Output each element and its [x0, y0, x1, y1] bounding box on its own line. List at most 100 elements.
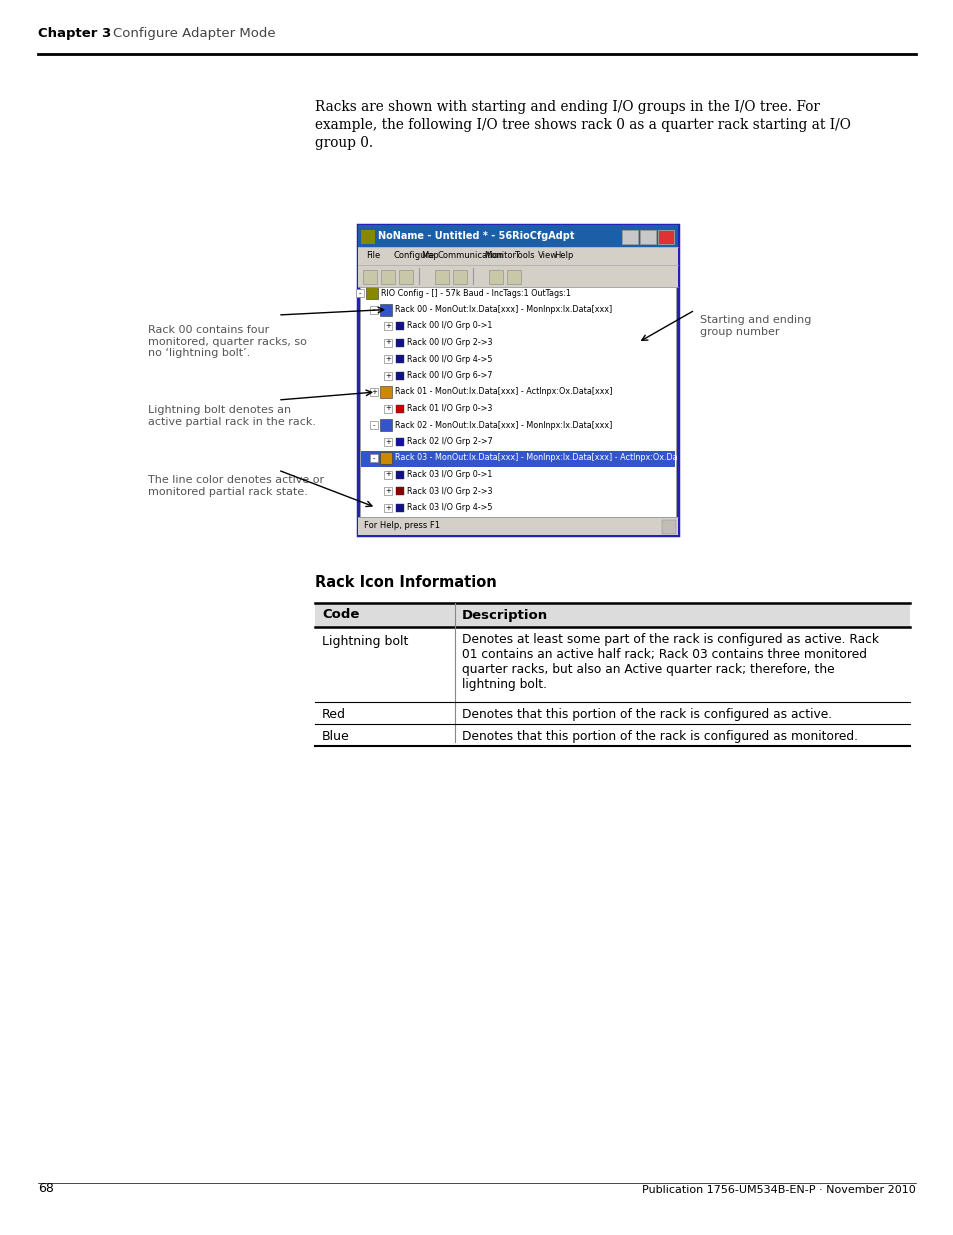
Text: Rack 03 I/O Grp 2->3: Rack 03 I/O Grp 2->3 [407, 487, 492, 495]
Text: Rack 02 I/O Grp 2->7: Rack 02 I/O Grp 2->7 [407, 437, 493, 446]
Text: Lightning bolt: Lightning bolt [322, 635, 408, 648]
Bar [658, 230, 673, 245]
Text: Help: Help [554, 252, 573, 261]
Text: Rack 00 contains four
monitored, quarter racks, so
no ‘lightning bolt’.: Rack 00 contains four monitored, quarter… [148, 325, 307, 358]
Text: +: + [385, 472, 391, 478]
Text: Chapter 3: Chapter 3 [38, 27, 112, 40]
Text: NoName - Untitled * - 56RioCfgAdpt: NoName - Untitled * - 56RioCfgAdpt [377, 231, 574, 241]
Bar [357, 517, 678, 535]
Text: Rack 00 I/O Grp 2->3: Rack 00 I/O Grp 2->3 [407, 338, 492, 347]
Text: -: - [373, 422, 375, 429]
Text: +: + [385, 405, 391, 411]
Text: +: + [385, 373, 391, 378]
Text: Denotes at least some part of the rack is configured as active. Rack
01 contains: Denotes at least some part of the rack i… [461, 634, 878, 692]
Bar [621, 230, 638, 245]
Text: Configure: Configure [394, 252, 435, 261]
Bar [398, 270, 413, 284]
Bar [370, 454, 377, 462]
Text: Blue: Blue [322, 730, 350, 743]
Text: Publication 1756-UM534B-EN-P · November 2010: Publication 1756-UM534B-EN-P · November … [641, 1186, 915, 1195]
Bar [395, 354, 403, 363]
Bar [384, 437, 392, 446]
Bar [395, 487, 403, 495]
Text: example, the following I/O tree shows rack 0 as a quarter rack starting at I/O: example, the following I/O tree shows ra… [314, 119, 850, 132]
Bar [384, 487, 392, 495]
Text: Red: Red [322, 708, 346, 721]
Text: group 0.: group 0. [314, 136, 373, 149]
Bar [639, 230, 656, 245]
Text: Denotes that this portion of the rack is configured as monitored.: Denotes that this portion of the rack is… [461, 730, 857, 743]
Bar [661, 520, 676, 534]
Text: The line color denotes active or
monitored partial rack state.: The line color denotes active or monitor… [148, 475, 324, 496]
Bar [370, 388, 377, 396]
Bar [314, 603, 909, 627]
Bar [380, 270, 395, 284]
Bar [370, 421, 377, 429]
Bar [395, 471, 403, 478]
Text: Starting and ending
group number: Starting and ending group number [700, 315, 810, 337]
Text: File: File [366, 252, 380, 261]
Bar [435, 270, 449, 284]
Text: Rack 02 - MonOut:Ix.Data[xxx] - MonInpx:Ix.Data[xxx]: Rack 02 - MonOut:Ix.Data[xxx] - MonInpx:… [395, 420, 612, 430]
Text: +: + [385, 356, 391, 362]
Bar [366, 287, 377, 299]
Bar [359, 287, 676, 517]
Bar [357, 247, 678, 266]
Bar [384, 372, 392, 379]
Bar [395, 338, 403, 347]
Text: +: + [385, 324, 391, 329]
Bar [370, 305, 377, 314]
Text: Rack 01 - MonOut:Ix.Data[xxx] - ActInpx:Ox.Data[xxx]: Rack 01 - MonOut:Ix.Data[xxx] - ActInpx:… [395, 388, 612, 396]
Bar [384, 504, 392, 511]
Text: Rack 00 - MonOut:Ix.Data[xxx] - MonInpx:Ix.Data[xxx]: Rack 00 - MonOut:Ix.Data[xxx] - MonInpx:… [395, 305, 612, 314]
Bar [384, 322, 392, 330]
Text: Rack 03 I/O Grp 0->1: Rack 03 I/O Grp 0->1 [407, 471, 492, 479]
Text: Description: Description [461, 609, 548, 621]
Bar [395, 437, 403, 446]
Text: +: + [385, 340, 391, 346]
Bar [357, 266, 678, 287]
Text: Map: Map [420, 252, 438, 261]
Text: +: + [385, 438, 391, 445]
Text: +: + [385, 505, 391, 510]
Bar [384, 471, 392, 478]
Text: -: - [358, 290, 361, 296]
Text: Rack 00 I/O Grp 0->1: Rack 00 I/O Grp 0->1 [407, 321, 492, 331]
Bar [379, 304, 392, 315]
Text: Monitor: Monitor [483, 252, 516, 261]
Text: Racks are shown with starting and ending I/O groups in the I/O tree. For: Racks are shown with starting and ending… [314, 100, 819, 114]
Bar [395, 372, 403, 379]
Bar [384, 405, 392, 412]
Bar [357, 225, 678, 535]
Bar [384, 354, 392, 363]
Text: RIO Config - [] - 57k Baud - IncTags:1 OutTags:1: RIO Config - [] - 57k Baud - IncTags:1 O… [380, 289, 570, 298]
Text: Rack 01 I/O Grp 0->3: Rack 01 I/O Grp 0->3 [407, 404, 492, 412]
Bar [453, 270, 467, 284]
Text: Communication: Communication [437, 252, 504, 261]
Bar [506, 270, 520, 284]
Bar [360, 451, 675, 467]
Bar [379, 419, 392, 431]
Text: Rack 03 - MonOut:Ix.Data[xxx] - MonInpx:Ix.Data[xxx] - ActInpx:Ox.Da: Rack 03 - MonOut:Ix.Data[xxx] - MonInpx:… [395, 453, 677, 462]
Text: +: + [385, 488, 391, 494]
Bar [489, 270, 502, 284]
Bar [357, 225, 678, 247]
Text: Rack 03 I/O Grp 4->5: Rack 03 I/O Grp 4->5 [407, 503, 492, 513]
Text: 68: 68 [38, 1182, 53, 1195]
Text: Denotes that this portion of the rack is configured as active.: Denotes that this portion of the rack is… [461, 708, 831, 721]
Text: For Help, press F1: For Help, press F1 [364, 521, 439, 531]
Bar [395, 405, 403, 412]
Text: Tools: Tools [514, 252, 534, 261]
Bar [379, 452, 392, 464]
Text: Rack Icon Information: Rack Icon Information [314, 576, 497, 590]
Text: View: View [537, 252, 558, 261]
Text: Configure Adapter Mode: Configure Adapter Mode [112, 27, 275, 40]
Bar [395, 322, 403, 330]
Text: -: - [373, 454, 375, 461]
Bar [384, 338, 392, 347]
Text: -: - [373, 306, 375, 312]
Bar [363, 270, 376, 284]
Bar [395, 504, 403, 511]
Text: +: + [371, 389, 376, 395]
Bar [360, 230, 375, 245]
